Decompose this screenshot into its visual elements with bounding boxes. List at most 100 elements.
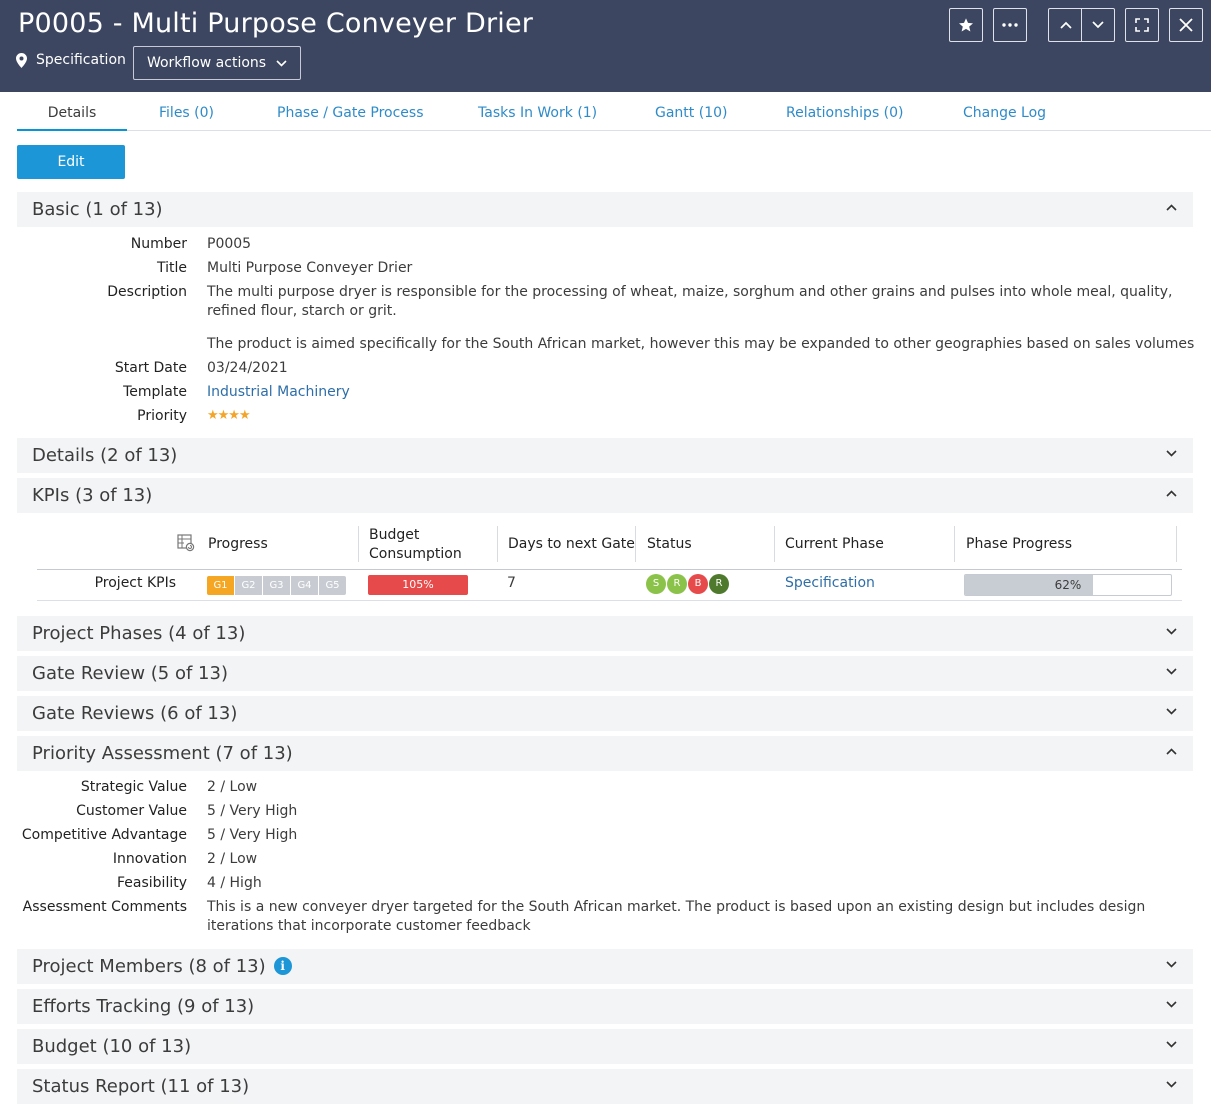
description-paragraph-1: The multi purpose dryer is responsible f…: [207, 284, 1173, 319]
tab-phase-gate-process[interactable]: Phase / Gate Process: [277, 105, 424, 121]
gate-g1: G1: [207, 576, 234, 595]
strategic-value: 2 / Low: [207, 779, 258, 795]
column-header-status: Status: [647, 536, 692, 552]
next-item-button[interactable]: [1081, 8, 1115, 42]
column-header-phase-progress: Phase Progress: [966, 536, 1072, 552]
chevron-down-icon: [1166, 450, 1177, 457]
budget-consumption-bar: 105%: [368, 575, 468, 595]
current-phase-link[interactable]: Specification: [785, 575, 875, 591]
chevron-up-icon: [1166, 748, 1177, 755]
priority-label: Priority: [137, 408, 187, 424]
table-settings-icon[interactable]: [177, 534, 195, 552]
edit-button[interactable]: Edit: [17, 145, 125, 179]
title-value: Multi Purpose Conveyer Drier: [207, 260, 413, 276]
section-efforts-tracking[interactable]: Efforts Tracking (9 of 13): [17, 989, 1193, 1024]
section-project-phases[interactable]: Project Phases (4 of 13): [17, 616, 1193, 651]
item-tabs: Details Files (0) Phase / Gate Process T…: [17, 93, 1211, 131]
number-value: P0005: [207, 236, 252, 252]
status-circle: S: [646, 574, 666, 594]
more-actions-button[interactable]: [993, 8, 1027, 42]
section-title: Basic (1 of 13): [32, 199, 163, 220]
description-paragraph-2: The product is aimed specifically for th…: [207, 336, 1195, 352]
close-icon: [1179, 18, 1193, 32]
section-basic[interactable]: Basic (1 of 13): [17, 192, 1193, 227]
tab-details[interactable]: Details: [17, 93, 127, 131]
chevron-down-icon: [1166, 668, 1177, 675]
column-header-current-phase: Current Phase: [785, 536, 884, 552]
start-date-value: 03/24/2021: [207, 360, 288, 376]
section-gate-review[interactable]: Gate Review (5 of 13): [17, 656, 1193, 691]
tab-relationships[interactable]: Relationships (0): [786, 105, 904, 121]
section-title-text: Project Members (8 of 13): [32, 956, 266, 977]
gate-g5: G5: [319, 576, 346, 595]
template-link[interactable]: Industrial Machinery: [207, 384, 350, 400]
current-state: Specification: [16, 52, 126, 68]
bookmark-button[interactable]: [949, 8, 983, 42]
chevron-down-icon: [1166, 1001, 1177, 1008]
tab-tasks-in-work[interactable]: Tasks In Work (1): [478, 105, 598, 121]
days-to-next-gate: 7: [507, 575, 516, 591]
feasibility-value: 4 / High: [207, 875, 262, 891]
assessment-comments-label: Assessment Comments: [22, 899, 187, 915]
chevron-down-icon: [1166, 1041, 1177, 1048]
location-pin-icon: [16, 52, 27, 68]
section-details[interactable]: Details (2 of 13): [17, 438, 1193, 473]
status-circle: B: [688, 574, 708, 594]
column-header-progress: Progress: [208, 536, 268, 552]
kpi-row-label: Project KPIs: [94, 575, 176, 591]
close-button[interactable]: [1169, 8, 1203, 42]
section-title: Priority Assessment (7 of 13): [32, 743, 293, 764]
gate-g4: G4: [291, 576, 318, 595]
tab-files[interactable]: Files (0): [159, 105, 215, 121]
page-title: P0005 - Multi Purpose Conveyer Drier: [18, 8, 534, 39]
phase-progress-text: 62%: [1054, 578, 1082, 592]
section-title: Status Report (11 of 13): [32, 1076, 250, 1097]
section-title: Gate Review (5 of 13): [32, 663, 228, 684]
chevron-down-icon: [1092, 21, 1104, 29]
phase-progress-bar: 62%: [964, 574, 1172, 596]
more-icon: [1002, 23, 1018, 27]
feasibility-label: Feasibility: [117, 875, 187, 891]
table-row: Project KPIs G1 G2 G3 G4 G5 105% 7 S R B…: [37, 570, 1182, 601]
previous-item-button[interactable]: [1048, 8, 1082, 42]
section-budget[interactable]: Budget (10 of 13): [17, 1029, 1193, 1064]
template-label: Template: [123, 384, 187, 400]
section-title: Details (2 of 13): [32, 445, 178, 466]
section-title: Project Members (8 of 13) i: [32, 949, 292, 985]
chevron-down-icon: [1166, 708, 1177, 715]
status-circle: R: [709, 574, 729, 594]
chevron-down-icon: [1166, 961, 1177, 968]
status-circle: R: [667, 574, 687, 594]
innovation-value: 2 / Low: [207, 851, 258, 867]
fullscreen-button[interactable]: [1125, 8, 1159, 42]
tab-gantt[interactable]: Gantt (10): [655, 105, 728, 121]
tab-change-log[interactable]: Change Log: [963, 105, 1047, 121]
section-title: Efforts Tracking (9 of 13): [32, 996, 255, 1017]
competitive-advantage-value: 5 / Very High: [207, 827, 298, 843]
column-header-budget: Budget Consumption: [369, 527, 462, 562]
title-label: Title: [156, 260, 187, 276]
innovation-label: Innovation: [112, 851, 187, 867]
section-title: Project Phases (4 of 13): [32, 623, 246, 644]
column-header-days: Days to next Gate: [508, 536, 635, 552]
strategic-value-label: Strategic Value: [80, 779, 187, 795]
chevron-down-icon: [1166, 1081, 1177, 1088]
section-priority-assessment[interactable]: Priority Assessment (7 of 13): [17, 736, 1193, 771]
section-title: Gate Reviews (6 of 13): [32, 703, 238, 724]
chevron-up-icon: [1166, 204, 1177, 211]
start-date-label: Start Date: [114, 360, 187, 376]
kpi-table-header: Progress Budget Consumption Days to next…: [37, 522, 1182, 570]
section-status-report[interactable]: Status Report (11 of 13): [17, 1069, 1193, 1104]
competitive-advantage-label: Competitive Advantage: [21, 827, 187, 843]
state-label: Specification: [36, 52, 126, 68]
section-gate-reviews[interactable]: Gate Reviews (6 of 13): [17, 696, 1193, 731]
description-label: Description: [107, 284, 187, 300]
section-kpis[interactable]: KPIs (3 of 13): [17, 478, 1193, 513]
info-icon[interactable]: i: [273, 957, 292, 975]
workflow-actions-button[interactable]: Workflow actions: [133, 46, 301, 80]
customer-value-label: Customer Value: [76, 803, 187, 819]
project-header: P0005 - Multi Purpose Conveyer Drier Spe…: [0, 0, 1211, 92]
customer-value: 5 / Very High: [207, 803, 298, 819]
section-project-members[interactable]: Project Members (8 of 13) i: [17, 949, 1193, 984]
section-title: KPIs (3 of 13): [32, 485, 153, 506]
